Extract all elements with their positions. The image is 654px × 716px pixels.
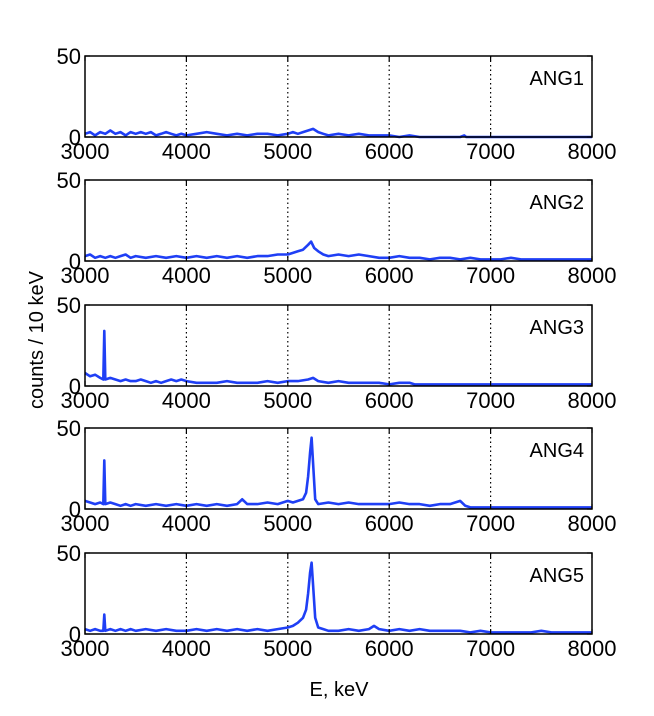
panel-label: ANG5 xyxy=(530,565,584,587)
data-series-line xyxy=(84,436,592,509)
x-tick-label: 4000 xyxy=(162,388,211,413)
y-tick-label: 50 xyxy=(57,541,81,566)
panel-label: ANG1 xyxy=(530,68,584,90)
plot-frame xyxy=(84,304,593,387)
plot-area xyxy=(85,305,592,386)
x-tick-label: 7000 xyxy=(466,511,515,536)
x-tick-label: 3000 xyxy=(61,388,110,413)
y-tick-label: 0 xyxy=(69,249,81,274)
x-axis-label: E, keV xyxy=(310,679,370,701)
x-tick-label: 8000 xyxy=(568,636,617,661)
x-tick-label: 3000 xyxy=(61,636,110,661)
chart-panel-4: 3000 4000 5000 6000 7000 8000 0 50 ANG4 xyxy=(57,416,617,536)
x-tick-label: 3000 xyxy=(61,511,110,536)
y-tick-label: 0 xyxy=(69,125,81,150)
chart-panel-1: 3000 4000 5000 6000 7000 8000 0 50 ANG1 xyxy=(57,44,617,164)
x-tick-label: 4000 xyxy=(162,139,211,164)
x-tick-label: 8000 xyxy=(568,263,617,288)
x-tick-label: 7000 xyxy=(466,139,515,164)
x-tick-label: 6000 xyxy=(365,511,414,536)
y-tick-label: 50 xyxy=(57,168,81,193)
x-tick-label: 4000 xyxy=(162,511,211,536)
y-tick-label: 50 xyxy=(57,44,81,69)
y-tick-label: 50 xyxy=(57,293,81,318)
panel-label: ANG2 xyxy=(530,192,584,214)
x-tick-label: 7000 xyxy=(466,636,515,661)
data-series-line xyxy=(84,561,592,634)
chart-panel-5: 3000 4000 5000 6000 7000 8000 0 50 ANG5 xyxy=(57,541,617,661)
x-tick-label: 5000 xyxy=(263,263,312,288)
plot-frame xyxy=(84,427,593,510)
x-tick-label: 7000 xyxy=(466,263,515,288)
y-tick-label: 0 xyxy=(69,497,81,522)
x-tick-label: 6000 xyxy=(365,263,414,288)
plot-area xyxy=(85,180,592,261)
x-tick-label: 3000 xyxy=(61,263,110,288)
x-tick-label: 8000 xyxy=(568,388,617,413)
data-series-line xyxy=(84,329,592,386)
panel-label: ANG3 xyxy=(530,317,584,339)
plot-frame xyxy=(84,55,593,138)
plot-frame xyxy=(84,552,593,635)
y-tick-label: 0 xyxy=(69,374,81,399)
x-tick-label: 8000 xyxy=(568,139,617,164)
x-tick-label: 4000 xyxy=(162,636,211,661)
x-tick-label: 6000 xyxy=(365,388,414,413)
y-tick-label: 50 xyxy=(57,416,81,441)
chart-panel-3: 3000 4000 5000 6000 7000 8000 0 50 ANG3 xyxy=(57,293,617,413)
chart-panel-2: 3000 4000 5000 6000 7000 8000 0 50 ANG2 xyxy=(57,168,617,288)
x-tick-label: 6000 xyxy=(365,636,414,661)
x-tick-label: 6000 xyxy=(365,139,414,164)
x-tick-label: 5000 xyxy=(263,511,312,536)
plot-area xyxy=(85,56,592,137)
plot-area xyxy=(85,553,592,634)
plot-frame xyxy=(84,179,593,262)
panel-label: ANG4 xyxy=(530,440,584,462)
plot-area xyxy=(85,428,592,509)
x-tick-label: 5000 xyxy=(263,139,312,164)
x-tick-label: 4000 xyxy=(162,263,211,288)
x-tick-label: 3000 xyxy=(61,139,110,164)
y-tick-label: 0 xyxy=(69,622,81,647)
x-tick-label: 5000 xyxy=(263,388,312,413)
x-tick-label: 8000 xyxy=(568,511,617,536)
x-tick-label: 7000 xyxy=(466,388,515,413)
y-axis-label: counts / 10 keV xyxy=(26,270,48,409)
x-tick-label: 5000 xyxy=(263,636,312,661)
